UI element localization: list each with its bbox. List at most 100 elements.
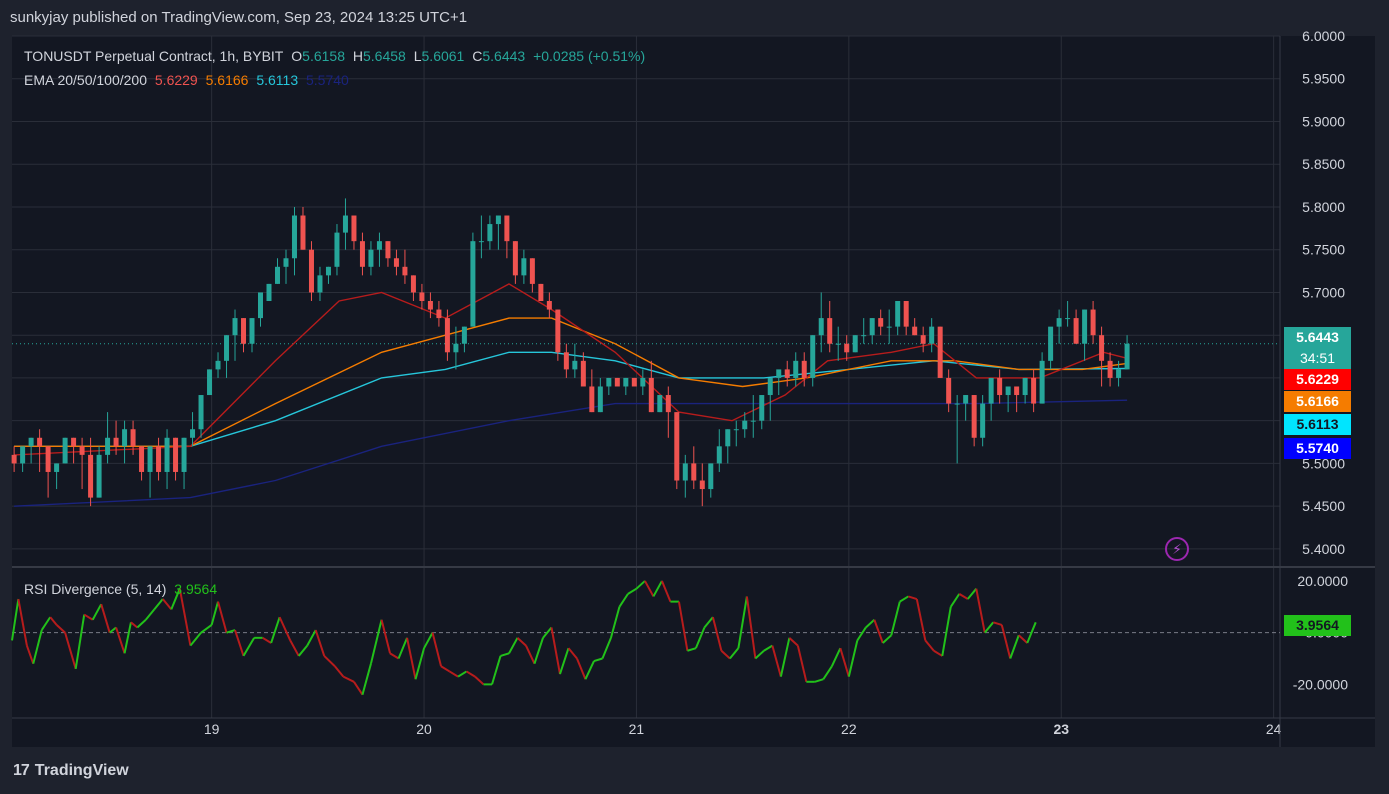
rsi-segment [369, 619, 383, 664]
candle-body [1090, 309, 1096, 336]
rsi-segment [873, 619, 884, 644]
ema20-line [14, 283, 1128, 456]
rsi-segment [226, 629, 236, 634]
candle-body [988, 377, 994, 404]
rsi-segment [618, 593, 629, 608]
rsi-segment [847, 640, 859, 677]
price-axis-label: 5.4000 [1302, 541, 1345, 557]
price-axis-label: 5.4500 [1302, 498, 1345, 514]
rsi-segment [123, 622, 132, 654]
rsi-segment [661, 580, 672, 603]
ema100-price-tag: 5.6113 [1284, 414, 1351, 435]
candle-body [504, 215, 510, 242]
candle-body [11, 454, 17, 464]
candle-body [1124, 343, 1130, 370]
rsi-segment [720, 650, 731, 660]
rsi-segment [601, 637, 612, 659]
candle-body [844, 343, 850, 353]
rsi-segment [40, 616, 52, 631]
rsi-segment [314, 629, 326, 657]
candle-body [283, 258, 289, 267]
ema20-price-tag: 5.6229 [1284, 369, 1351, 390]
candle-body [971, 395, 977, 438]
rsi-segment [55, 624, 66, 634]
rsi-segment [278, 616, 292, 641]
ema50-price-tag: 5.6166 [1284, 391, 1351, 412]
rsi-segment [380, 619, 392, 654]
rsi-segment [262, 636, 272, 644]
rsi-segment [627, 587, 637, 595]
lightning-icon[interactable]: ⚡ [1165, 537, 1189, 561]
candle-body [538, 283, 544, 301]
candle-body [368, 249, 374, 267]
rsi-segment [567, 647, 578, 660]
candle-body [963, 395, 969, 404]
candle-body [20, 446, 26, 464]
rsi-segment [1026, 621, 1037, 644]
rsi-segment [17, 598, 28, 646]
candle-body [631, 377, 637, 387]
rsi-segment [297, 644, 309, 657]
candle-body [495, 215, 501, 225]
time-axis-label: 20 [416, 721, 432, 737]
rsi-segment [491, 655, 502, 685]
candle-body [861, 335, 867, 337]
rsi-segment [353, 681, 364, 696]
candle-body [742, 420, 748, 430]
candle-body [274, 266, 280, 284]
ema50-value: 5.6166 [205, 72, 249, 88]
time-axis-label: 19 [204, 721, 220, 737]
rsi-segment [423, 632, 434, 649]
rsi-segment [924, 639, 935, 652]
candle-body [665, 395, 671, 413]
candle-body [640, 377, 646, 387]
candle-body [810, 335, 816, 378]
candle-body [359, 241, 365, 267]
rsi-segment [729, 647, 740, 660]
candle-body [308, 249, 314, 293]
candle-body [122, 429, 128, 447]
rsi-segment [908, 595, 918, 600]
candle-body [96, 454, 102, 498]
candle-body [546, 301, 552, 310]
high-value: 5.6458 [363, 48, 406, 64]
rsi-value: 3.9564 [174, 581, 218, 597]
candle-body [198, 395, 204, 430]
candle-body [818, 318, 824, 336]
candle-body [776, 369, 782, 378]
rsi-segment [440, 665, 451, 673]
chart-frame[interactable] [12, 36, 1375, 747]
candle-body [648, 377, 654, 413]
candle-body [725, 429, 731, 447]
price-axis-label: 5.5000 [1302, 455, 1345, 471]
candle-body [691, 463, 697, 481]
candle-body [784, 369, 790, 378]
price-axis-label: 5.9500 [1302, 71, 1345, 87]
ema100-value: 5.6113 [256, 72, 299, 88]
candle-body [597, 386, 603, 413]
rsi-segment [779, 637, 791, 677]
candle-body [1014, 386, 1020, 396]
rsi-segment [1018, 634, 1028, 644]
candle-body [444, 318, 450, 353]
rsi-segment [814, 678, 824, 683]
rsi-segment [32, 629, 43, 664]
rsi-segment [882, 634, 892, 644]
rsi-segment [983, 621, 995, 634]
candle-body [801, 360, 807, 378]
candle-body [674, 412, 680, 481]
ema100-line [14, 351, 1128, 447]
rsi-segment [865, 618, 875, 629]
candle-body [614, 377, 620, 387]
rsi-segment [474, 675, 485, 686]
candle-body [555, 309, 561, 353]
candle-body [563, 352, 569, 370]
tradingview-logo-icon: 17 [13, 762, 30, 779]
rsi-axis-label: -20.0000 [1293, 676, 1348, 692]
rsi-segment [771, 645, 782, 677]
candle-body [512, 241, 518, 276]
footer-brand[interactable]: 17 TradingView [13, 762, 129, 780]
rsi-segment [745, 596, 757, 659]
rsi-segment [162, 598, 173, 611]
